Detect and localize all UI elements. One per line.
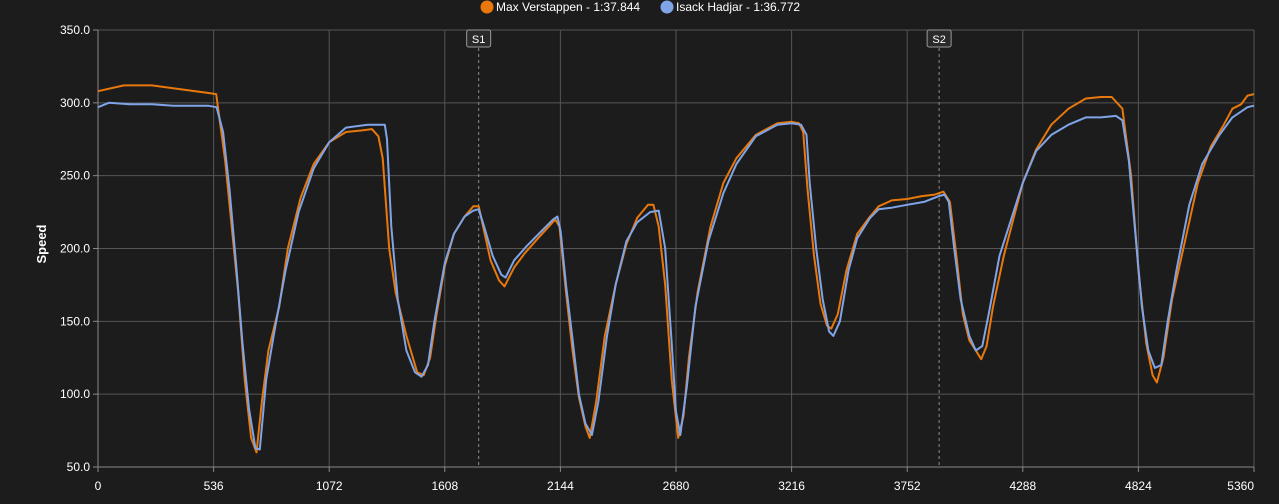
- x-tick-label: 3752: [894, 479, 921, 493]
- y-tick-label: 50.0: [67, 460, 91, 474]
- y-tick-label: 350.0: [60, 23, 90, 37]
- legend-swatch[interactable]: [660, 0, 674, 14]
- y-axis-label: Speed: [34, 224, 49, 263]
- legend-swatch[interactable]: [480, 0, 494, 14]
- x-tick-label: 2144: [547, 479, 574, 493]
- x-tick-label: 1072: [316, 479, 343, 493]
- series-line-verstappen: [97, 84, 1255, 454]
- legend-label[interactable]: Isack Hadjar - 1:36.772: [676, 0, 800, 14]
- series-line-hadjar: [97, 101, 1255, 451]
- legend-label[interactable]: Max Verstappen - 1:37.844: [496, 0, 640, 14]
- x-tick-label: 5360: [1227, 479, 1254, 493]
- axes: 50.0 100.0 150.0 200.0 250.0 300.0 350.0 0 536 10…: [60, 23, 1255, 493]
- grid-layer: [97, 29, 1255, 468]
- x-tick-label: 1608: [431, 479, 458, 493]
- y-tick-label: 250.0: [60, 169, 90, 183]
- sector-marker-label: S2: [932, 34, 945, 46]
- x-tick-label: 0: [95, 479, 102, 493]
- x-tick-label: 4824: [1125, 479, 1152, 493]
- sector-marker-label: S1: [472, 34, 485, 46]
- series-layer: [97, 84, 1255, 454]
- y-tick-label: 100.0: [60, 387, 90, 401]
- x-tick-label: 2680: [663, 479, 690, 493]
- sector-markers: S1 S2: [466, 29, 952, 467]
- x-tick-label: 4288: [1009, 479, 1036, 493]
- y-tick-label: 300.0: [60, 96, 90, 110]
- y-tick-label: 150.0: [60, 314, 90, 328]
- legend: Max Verstappen - 1:37.844 Isack Hadjar - …: [480, 0, 800, 14]
- sector-marker-box: [466, 29, 492, 48]
- y-tick-label: 200.0: [60, 242, 90, 256]
- x-tick-label: 536: [204, 479, 224, 493]
- sector-marker-box: [926, 29, 952, 48]
- x-tick-label: 3216: [778, 479, 805, 493]
